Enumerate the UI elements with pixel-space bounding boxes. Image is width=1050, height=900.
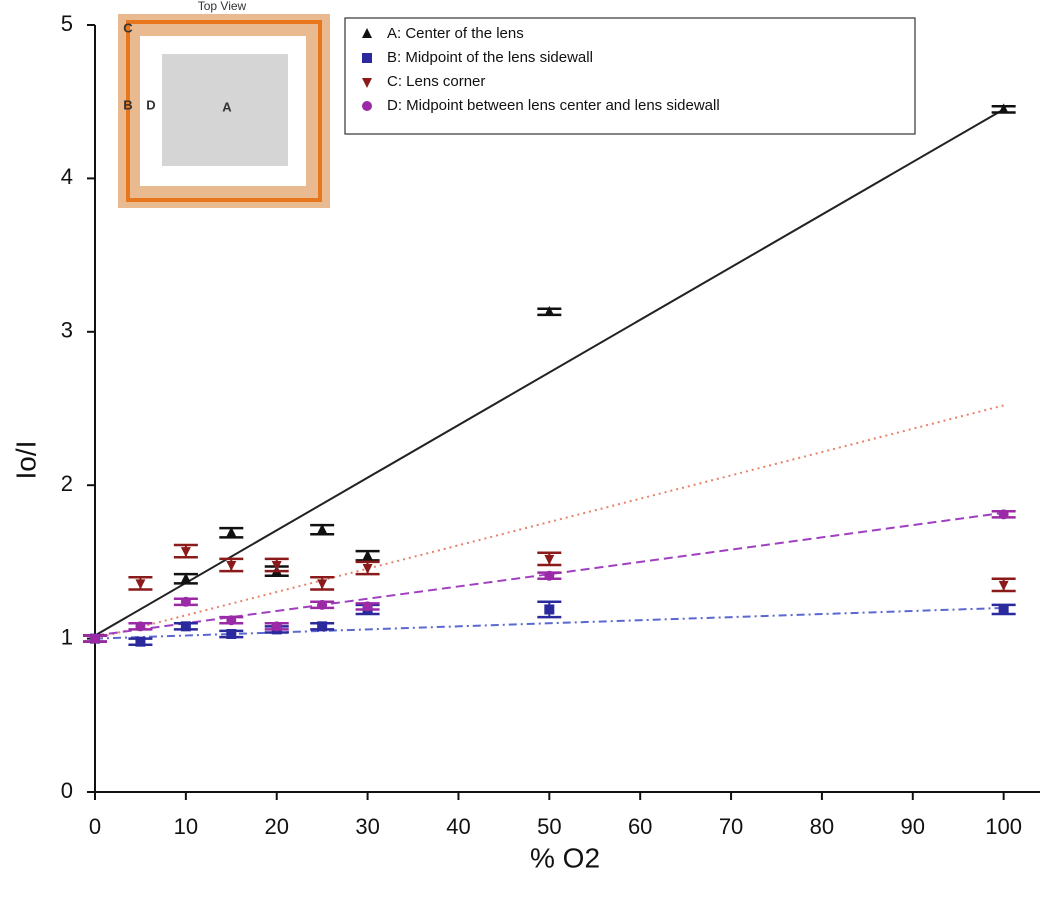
legend-text: C: Lens corner: [387, 73, 485, 90]
x-tick-label: 10: [174, 814, 198, 839]
x-tick-label: 50: [537, 814, 561, 839]
y-axis-label: Io/I: [10, 441, 41, 480]
y-tick-label: 0: [61, 778, 73, 803]
marker: [226, 628, 237, 639]
y-tick-label: 2: [61, 471, 73, 496]
x-tick-label: 80: [810, 814, 834, 839]
marker: [180, 621, 191, 632]
inset-label: C: [123, 20, 133, 35]
marker: [998, 103, 1009, 114]
marker: [226, 560, 237, 571]
fit-line: [94, 404, 1004, 640]
fit-line: [94, 108, 1005, 637]
legend-text: B: Midpoint of the lens sidewall: [387, 49, 593, 66]
inset-center: [162, 54, 288, 166]
marker: [180, 596, 191, 607]
x-tick-label: 40: [446, 814, 470, 839]
legend-marker: [362, 78, 372, 88]
y-tick-label: 3: [61, 318, 73, 343]
legend-box: [344, 17, 916, 135]
inset-label: A: [222, 99, 232, 114]
fit-line: [94, 511, 1004, 637]
marker: [135, 621, 146, 632]
marker: [544, 305, 555, 316]
marker: [317, 621, 328, 632]
marker: [317, 579, 328, 590]
x-tick-label: 90: [901, 814, 925, 839]
legend: A: Center of the lens B: Midpoint of the …: [344, 17, 916, 135]
x-tick-label: 60: [628, 814, 652, 839]
marker: [362, 564, 373, 575]
marker: [544, 554, 555, 565]
marker: [135, 636, 146, 647]
x-tick-label: 100: [985, 814, 1022, 839]
inset-label: D: [146, 97, 155, 112]
marker: [998, 509, 1009, 520]
marker: [317, 599, 328, 610]
inset-label: B: [123, 97, 132, 112]
marker: [271, 621, 282, 632]
x-axis-label: % O2: [530, 842, 600, 873]
x-tick-label: 70: [719, 814, 743, 839]
legend-text: A: Center of the lens: [387, 25, 524, 42]
x-tick-label: 30: [355, 814, 379, 839]
marker: [544, 604, 555, 615]
marker: [362, 549, 373, 560]
fit-line: [94, 606, 1004, 640]
legend-marker: [362, 28, 372, 38]
y-tick-label: 1: [61, 624, 73, 649]
x-tick-label: 0: [89, 814, 101, 839]
marker: [226, 526, 237, 537]
inset-title: Top View: [198, 0, 247, 13]
marker: [180, 572, 191, 583]
marker: [226, 615, 237, 626]
marker: [998, 604, 1009, 615]
marker: [998, 580, 1009, 591]
legend-text: D: Midpoint between lens center and lens…: [387, 97, 720, 114]
marker: [271, 560, 282, 571]
inset-frame: [126, 20, 322, 202]
y-tick-label: 5: [61, 11, 73, 36]
marker: [135, 579, 146, 590]
legend-marker: [362, 53, 372, 63]
inset-diagram: Top View A B C D: [118, 0, 330, 208]
marker: [544, 570, 555, 581]
marker: [362, 601, 373, 612]
marker: [180, 547, 191, 558]
legend-marker: [362, 101, 372, 111]
x-tick-label: 20: [264, 814, 288, 839]
marker: [90, 633, 100, 644]
y-tick-label: 4: [61, 164, 73, 189]
marker: [317, 523, 328, 534]
